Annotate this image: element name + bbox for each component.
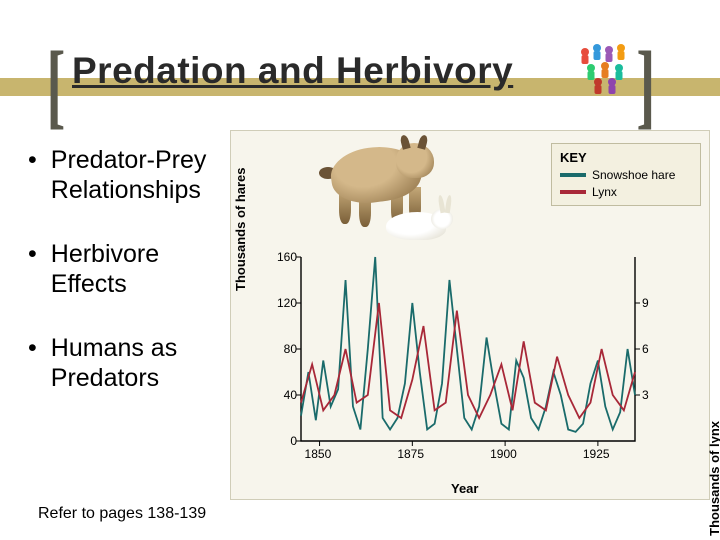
y-left-tick: 80 xyxy=(275,342,297,356)
people-group-icon xyxy=(575,40,635,95)
bullet-item: •Herbivore Effects xyxy=(22,239,222,299)
y-left-tick: 40 xyxy=(275,388,297,402)
x-tick: 1850 xyxy=(305,447,332,461)
chart-legend: KEY Snowshoe hare Lynx xyxy=(551,143,701,206)
x-tick: 1925 xyxy=(583,447,610,461)
bracket-right: ] xyxy=(636,30,655,140)
animal-illustration xyxy=(291,137,491,247)
x-axis-label: Year xyxy=(451,481,478,496)
y-right-tick: 3 xyxy=(642,388,649,402)
y-left-tick: 160 xyxy=(275,250,297,264)
y-axis-left-label: Thousands of hares xyxy=(233,167,248,291)
x-tick: 1875 xyxy=(397,447,424,461)
bullet-item: •Predator-Prey Relationships xyxy=(22,145,222,205)
y-axis-right-label: Thousands of lynx xyxy=(707,421,720,536)
y-right-tick: 9 xyxy=(642,296,649,310)
legend-item: Lynx xyxy=(560,185,692,199)
predator-prey-chart: KEY Snowshoe hare Lynx Thousands of hares… xyxy=(230,130,710,500)
bullet-list: •Predator-Prey Relationships •Herbivore E… xyxy=(22,145,222,427)
legend-item: Snowshoe hare xyxy=(560,168,692,182)
line-chart-plot xyxy=(273,253,663,463)
x-tick: 1900 xyxy=(490,447,517,461)
y-left-tick: 120 xyxy=(275,296,297,310)
y-left-tick: 0 xyxy=(275,434,297,448)
y-right-tick: 6 xyxy=(642,342,649,356)
legend-title: KEY xyxy=(560,150,692,165)
slide-title: Predation and Herbivory xyxy=(72,50,513,92)
bracket-left: [ xyxy=(46,30,65,140)
bullet-item: •Humans as Predators xyxy=(22,333,222,393)
page-reference: Refer to pages 138-139 xyxy=(38,505,206,523)
